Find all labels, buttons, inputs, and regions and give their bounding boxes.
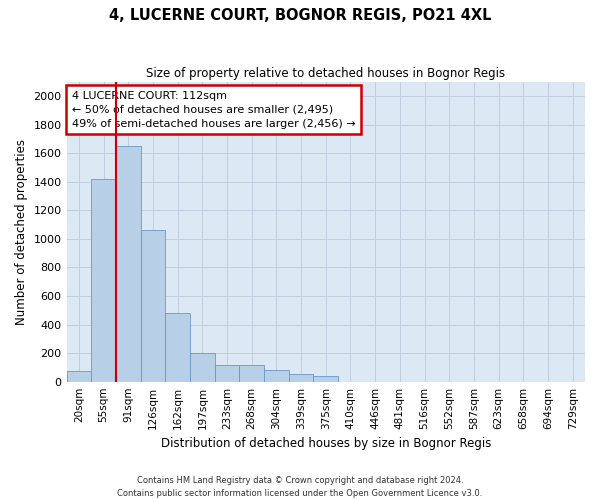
Bar (215, 366, 239, 382)
Bar (165, 313, 190, 382)
Text: 4 LUCERNE COURT: 112sqm
← 50% of detached houses are smaller (2,495)
49% of semi: 4 LUCERNE COURT: 112sqm ← 50% of detache… (72, 90, 355, 128)
Bar (264, 370, 289, 382)
Bar (313, 376, 338, 382)
Bar (140, 230, 165, 382)
Bar (239, 366, 264, 382)
Bar (116, 146, 140, 382)
Text: 4, LUCERNE COURT, BOGNOR REGIS, PO21 4XL: 4, LUCERNE COURT, BOGNOR REGIS, PO21 4XL (109, 8, 491, 22)
X-axis label: Distribution of detached houses by size in Bognor Regis: Distribution of detached houses by size … (161, 437, 491, 450)
Bar (190, 353, 215, 382)
Bar (91, 179, 116, 382)
Text: Contains HM Land Registry data © Crown copyright and database right 2024.
Contai: Contains HM Land Registry data © Crown c… (118, 476, 482, 498)
Y-axis label: Number of detached properties: Number of detached properties (15, 138, 28, 324)
Bar (289, 374, 313, 382)
Bar (67, 371, 91, 382)
Title: Size of property relative to detached houses in Bognor Regis: Size of property relative to detached ho… (146, 68, 505, 80)
